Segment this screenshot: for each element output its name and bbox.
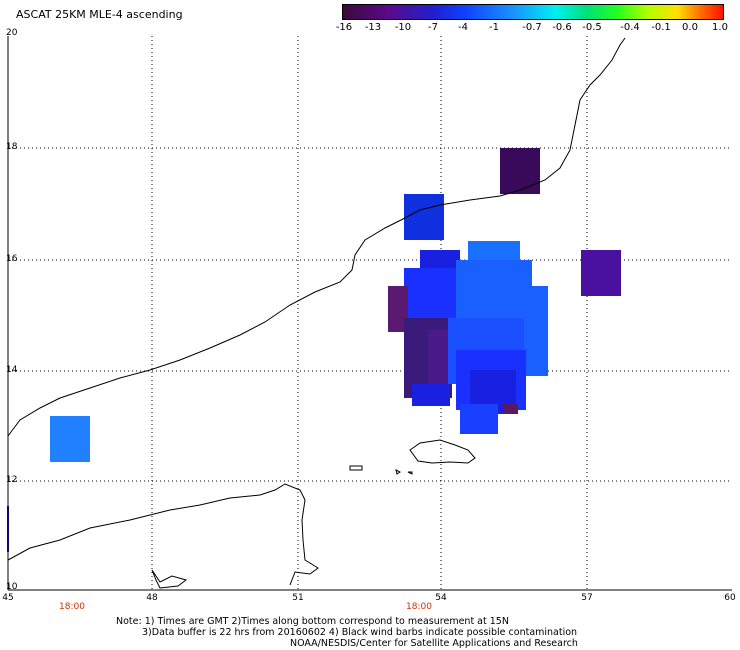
data-cell [500, 148, 540, 194]
coastline [7, 37, 626, 589]
lon-label: 57 [581, 593, 593, 603]
wind-data-cells [50, 148, 621, 462]
lat-label: 18 [6, 142, 18, 152]
data-cell [428, 330, 448, 384]
note-line-2: 3)Data buffer is 22 hrs from 20160602 4)… [142, 627, 578, 638]
cb-tick: -10 [394, 22, 412, 33]
data-cell [504, 404, 518, 414]
data-cell [581, 250, 621, 296]
cb-tick: -0.4 [620, 22, 640, 33]
note-line-3: NOAA/NESDIS/Center for Satellite Applica… [290, 638, 578, 649]
cb-tick: -13 [364, 22, 382, 33]
cb-tick: -0.5 [582, 22, 602, 33]
lat-label: 10 [6, 582, 18, 592]
lon-label: 60 [724, 593, 736, 603]
gridlines [8, 36, 732, 590]
lon-label: 45 [2, 593, 14, 603]
cb-tick: 0.0 [682, 22, 698, 33]
lat-label: 20 [6, 28, 18, 38]
lon-label: 51 [292, 593, 304, 603]
cb-tick: -1 [489, 22, 499, 33]
cb-tick: -7 [428, 22, 438, 33]
time-label: 18:00 [406, 602, 432, 612]
lat-label: 14 [6, 365, 18, 375]
colorbar [342, 4, 724, 20]
cb-tick: -0.1 [651, 22, 671, 33]
cb-tick: 1.0 [712, 22, 728, 33]
lon-label: 48 [146, 593, 158, 603]
cb-tick: -0.6 [552, 22, 572, 33]
data-cell [412, 384, 450, 406]
lat-label: 16 [6, 254, 18, 264]
map-title: ASCAT 25KM MLE-4 ascending [16, 8, 183, 21]
data-cell [388, 286, 408, 332]
lon-label: 54 [435, 593, 447, 603]
frame-ticks [7, 36, 732, 591]
note-line-1: Note: 1) Times are GMT 2)Times along bot… [116, 616, 509, 627]
data-cell [50, 416, 90, 462]
time-label: 18:00 [59, 602, 85, 612]
data-cell [404, 194, 444, 240]
data-cell [460, 404, 498, 434]
cb-tick: -0.7 [522, 22, 542, 33]
cb-tick: -4 [458, 22, 468, 33]
lat-label: 12 [6, 475, 18, 485]
cb-tick: -16 [335, 22, 353, 33]
